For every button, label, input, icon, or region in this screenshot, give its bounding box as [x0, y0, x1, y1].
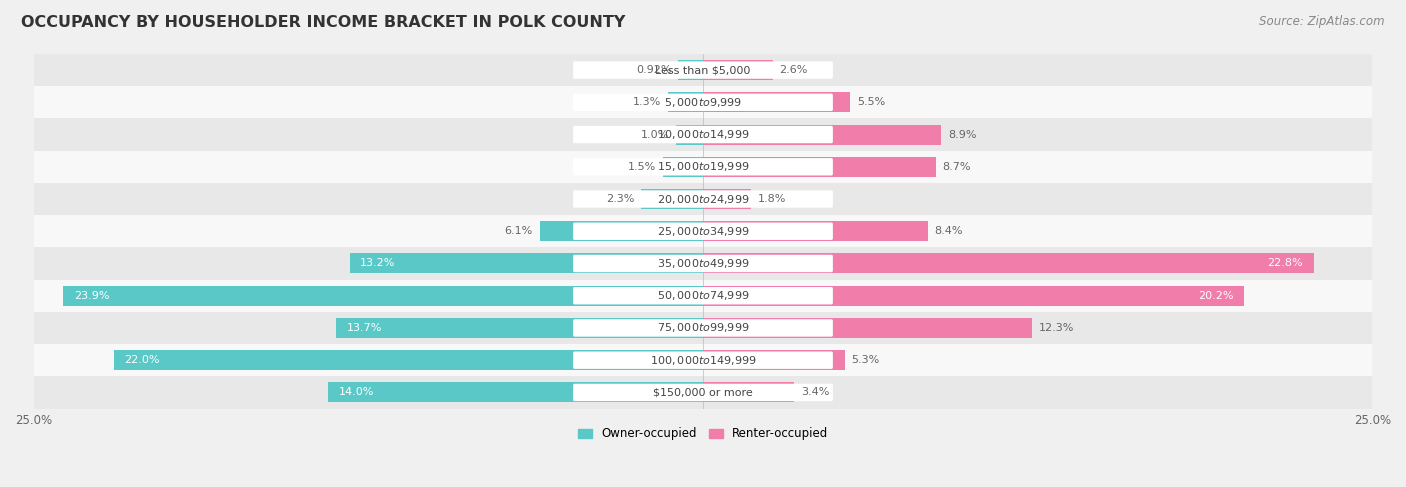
Bar: [34, 344, 1372, 376]
Bar: [703, 221, 928, 241]
FancyBboxPatch shape: [574, 352, 832, 369]
Text: $10,000 to $14,999: $10,000 to $14,999: [657, 128, 749, 141]
Bar: [703, 350, 845, 370]
Bar: [34, 150, 1372, 183]
Bar: [63, 286, 703, 306]
Text: 22.0%: 22.0%: [125, 355, 160, 365]
Bar: [34, 215, 1372, 247]
Text: 1.0%: 1.0%: [641, 130, 669, 140]
Bar: [668, 93, 703, 112]
FancyBboxPatch shape: [574, 190, 832, 208]
Text: 8.4%: 8.4%: [935, 226, 963, 236]
Bar: [641, 189, 703, 209]
Bar: [703, 157, 936, 177]
Bar: [662, 157, 703, 177]
Bar: [703, 125, 942, 145]
Bar: [703, 60, 773, 80]
Bar: [328, 382, 703, 402]
Text: $15,000 to $19,999: $15,000 to $19,999: [657, 160, 749, 173]
FancyBboxPatch shape: [574, 287, 832, 304]
Bar: [34, 118, 1372, 150]
Text: $75,000 to $99,999: $75,000 to $99,999: [657, 321, 749, 335]
Bar: [114, 350, 703, 370]
Bar: [703, 318, 1032, 338]
Bar: [540, 221, 703, 241]
Bar: [34, 183, 1372, 215]
Bar: [34, 247, 1372, 280]
FancyBboxPatch shape: [574, 223, 832, 240]
Text: 14.0%: 14.0%: [339, 388, 374, 397]
Text: 1.3%: 1.3%: [633, 97, 661, 107]
Bar: [703, 93, 851, 112]
Bar: [703, 382, 794, 402]
Text: 8.9%: 8.9%: [948, 130, 977, 140]
Bar: [703, 286, 1244, 306]
Text: $150,000 or more: $150,000 or more: [654, 388, 752, 397]
Text: $100,000 to $149,999: $100,000 to $149,999: [650, 354, 756, 367]
Text: OCCUPANCY BY HOUSEHOLDER INCOME BRACKET IN POLK COUNTY: OCCUPANCY BY HOUSEHOLDER INCOME BRACKET …: [21, 15, 626, 30]
Bar: [34, 54, 1372, 86]
Text: 5.5%: 5.5%: [858, 97, 886, 107]
Bar: [350, 254, 703, 274]
FancyBboxPatch shape: [574, 158, 832, 175]
Bar: [703, 254, 1313, 274]
Text: $50,000 to $74,999: $50,000 to $74,999: [657, 289, 749, 302]
Text: 2.6%: 2.6%: [779, 65, 807, 75]
Bar: [34, 376, 1372, 409]
Text: Less than $5,000: Less than $5,000: [655, 65, 751, 75]
Text: 22.8%: 22.8%: [1267, 259, 1303, 268]
Text: 3.4%: 3.4%: [801, 388, 830, 397]
Text: 5.3%: 5.3%: [852, 355, 880, 365]
Bar: [678, 60, 703, 80]
Text: 0.92%: 0.92%: [636, 65, 672, 75]
Text: 13.2%: 13.2%: [360, 259, 395, 268]
Bar: [34, 280, 1372, 312]
Text: 8.7%: 8.7%: [942, 162, 972, 172]
Bar: [34, 312, 1372, 344]
FancyBboxPatch shape: [574, 319, 832, 337]
FancyBboxPatch shape: [574, 384, 832, 401]
Bar: [703, 189, 751, 209]
FancyBboxPatch shape: [574, 94, 832, 111]
Text: 1.5%: 1.5%: [628, 162, 657, 172]
Text: 13.7%: 13.7%: [347, 323, 382, 333]
Legend: Owner-occupied, Renter-occupied: Owner-occupied, Renter-occupied: [572, 423, 834, 445]
Text: $5,000 to $9,999: $5,000 to $9,999: [664, 96, 742, 109]
Text: 2.3%: 2.3%: [606, 194, 634, 204]
FancyBboxPatch shape: [574, 61, 832, 79]
Text: $20,000 to $24,999: $20,000 to $24,999: [657, 192, 749, 206]
Text: 20.2%: 20.2%: [1198, 291, 1233, 301]
Text: Source: ZipAtlas.com: Source: ZipAtlas.com: [1260, 15, 1385, 28]
Text: $35,000 to $49,999: $35,000 to $49,999: [657, 257, 749, 270]
Text: 23.9%: 23.9%: [73, 291, 110, 301]
FancyBboxPatch shape: [574, 255, 832, 272]
Text: $25,000 to $34,999: $25,000 to $34,999: [657, 225, 749, 238]
Text: 1.8%: 1.8%: [758, 194, 786, 204]
Text: 12.3%: 12.3%: [1039, 323, 1074, 333]
Bar: [336, 318, 703, 338]
Bar: [676, 125, 703, 145]
Bar: [34, 86, 1372, 118]
FancyBboxPatch shape: [574, 126, 832, 143]
Text: 6.1%: 6.1%: [505, 226, 533, 236]
